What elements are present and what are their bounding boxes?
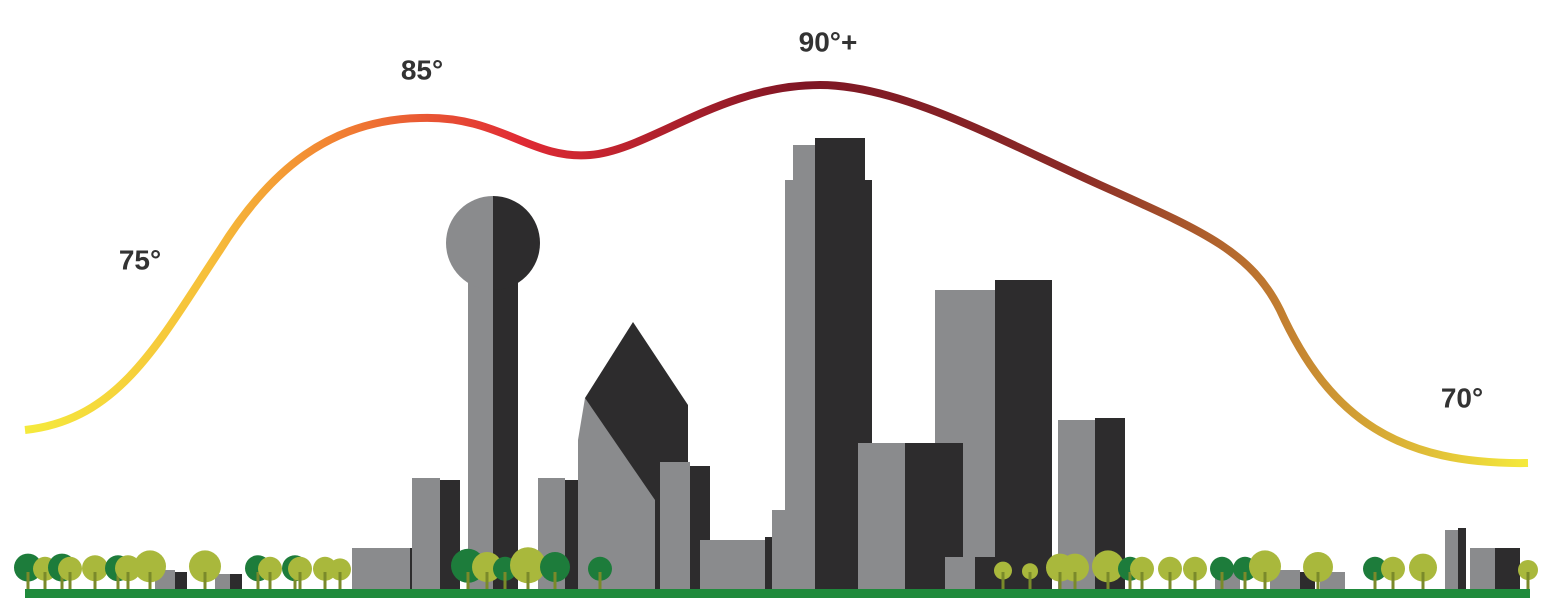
tree-trunk: [93, 572, 97, 590]
building: [468, 280, 493, 590]
tree: [1061, 553, 1089, 582]
tree-trunk: [148, 572, 152, 590]
tree-trunk: [1373, 572, 1377, 590]
tree: [1518, 560, 1538, 580]
ground: [25, 589, 1530, 598]
tree: [1022, 563, 1038, 580]
tree-trunk: [323, 572, 327, 590]
tree-trunk: [1106, 572, 1110, 590]
tree: [1130, 556, 1154, 581]
tree-trunk: [203, 572, 207, 590]
building: [815, 138, 865, 590]
building: [858, 443, 905, 590]
tree: [540, 552, 570, 582]
building: [1445, 530, 1458, 590]
building: [793, 145, 815, 185]
tree: [329, 558, 351, 581]
building: [700, 540, 765, 590]
tree: [58, 556, 82, 581]
tree-trunk: [298, 572, 302, 590]
tree: [1183, 556, 1207, 581]
building: [785, 180, 815, 590]
trees: [14, 547, 1538, 590]
tree-trunk: [598, 572, 602, 590]
tree-trunk: [1526, 572, 1530, 590]
temperature-label: 90°+: [799, 26, 858, 57]
building: [1458, 528, 1466, 590]
tree-trunk: [26, 572, 30, 590]
tree-trunk: [526, 572, 530, 590]
tree: [1303, 552, 1333, 582]
tree-trunk: [485, 572, 489, 590]
building: [1495, 548, 1520, 590]
temperature-curve: [24, 80, 1529, 468]
building: [412, 478, 440, 590]
skyline: [155, 138, 1520, 590]
tree-trunk: [268, 572, 272, 590]
tree: [1210, 556, 1234, 581]
building: [493, 280, 518, 590]
building: [945, 557, 975, 590]
tree-trunk: [126, 572, 130, 590]
tree: [82, 555, 108, 582]
tree-trunk: [43, 572, 47, 590]
tree-trunk: [1168, 572, 1172, 590]
building: [493, 196, 540, 290]
tree-trunk: [553, 572, 557, 590]
tree: [1409, 553, 1437, 582]
tree-trunk: [60, 572, 64, 590]
tree-trunk: [503, 572, 507, 590]
tree-trunk: [1263, 572, 1267, 590]
temperature-label: 85°: [401, 54, 443, 85]
building: [175, 572, 187, 590]
building: [446, 196, 493, 290]
tree-trunk: [1001, 572, 1005, 590]
tree: [115, 555, 141, 582]
tree-trunk: [1421, 572, 1425, 590]
tree-trunk: [68, 572, 72, 590]
tree: [588, 556, 612, 581]
tree-trunk: [293, 572, 297, 590]
tree-trunk: [466, 572, 470, 590]
tree-trunk: [1193, 572, 1197, 590]
tree-trunk: [256, 572, 260, 590]
temperature-label: 75°: [119, 244, 161, 275]
tree-trunk: [1128, 572, 1132, 590]
tree: [1381, 556, 1405, 581]
tree-trunk: [116, 572, 120, 590]
tree: [134, 550, 166, 583]
tree-trunk: [1391, 572, 1395, 590]
tree: [1092, 550, 1124, 583]
tree-trunk: [1140, 572, 1144, 590]
tree-trunk: [1220, 572, 1224, 590]
tree-trunk: [1058, 572, 1062, 590]
building: [660, 462, 690, 590]
tree: [994, 561, 1012, 580]
tree-trunk: [1316, 572, 1320, 590]
tree-trunk: [338, 572, 342, 590]
building: [215, 574, 230, 590]
tree: [1249, 550, 1281, 583]
tree: [1363, 556, 1387, 581]
building: [1470, 548, 1495, 590]
building: [995, 280, 1052, 590]
building: [352, 548, 410, 590]
building: [578, 398, 655, 590]
tree: [258, 556, 282, 581]
tree-trunk: [1073, 572, 1077, 590]
tree: [189, 550, 221, 583]
tree: [1158, 556, 1182, 581]
tree: [510, 547, 546, 584]
tree-trunk: [1028, 572, 1032, 590]
tree-trunk: [1243, 572, 1247, 590]
building: [230, 574, 242, 590]
tree: [288, 556, 312, 581]
temperature-label: 70°: [1441, 382, 1483, 413]
